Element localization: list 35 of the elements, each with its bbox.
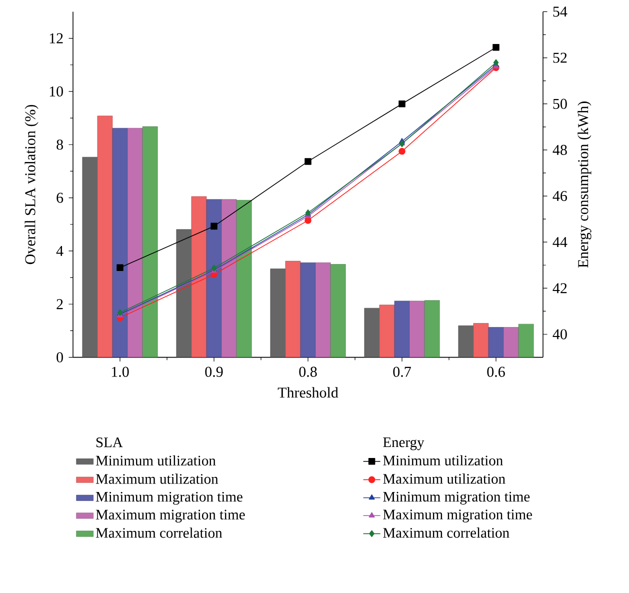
y-tick-label: 4 <box>56 246 64 256</box>
legend-label: Maximum utilization <box>96 474 218 484</box>
y-tick-label: 12 <box>50 33 63 44</box>
legend-label: Maximum utilization <box>383 474 506 484</box>
x-tick-label: 0.6 <box>487 366 505 377</box>
y2-tick-label: 46 <box>552 190 567 202</box>
y-tick-label: 0 <box>56 352 63 362</box>
text: SLA <box>96 438 123 448</box>
y2-tick-label: 42 <box>552 283 567 294</box>
x-tick-label: 1.0 <box>112 366 129 377</box>
x-axis-title: Threshold <box>278 387 338 398</box>
y-tick-label: 8 <box>56 140 63 150</box>
x-tick-label: 0.9 <box>205 366 223 377</box>
legend-label: Minimum migration time <box>383 492 530 505</box>
legend-label: Maximum correlation <box>383 528 510 538</box>
y2-tick-label: 48 <box>552 144 567 155</box>
y2-tick-label: 50 <box>553 98 567 109</box>
y2-tick-label: 52 <box>553 52 567 63</box>
y2-axis-title: Energy consumption (kWh) <box>578 102 592 268</box>
x-tick-label: 0.7 <box>393 366 411 377</box>
legend-label: Maximum migration time <box>383 510 532 522</box>
legend-label: Maximum migration time <box>96 510 245 523</box>
y-tick-label: 2 <box>56 299 63 310</box>
text: Energy <box>383 438 424 450</box>
y2-tick-label: 44 <box>552 237 568 248</box>
y2-tick-label: 40 <box>552 329 567 340</box>
y-tick-label: 6 <box>56 192 64 203</box>
legend-label: Minimum migration time <box>96 492 242 505</box>
y2-tick-label: 54 <box>553 6 568 17</box>
y-tick-label: 10 <box>50 86 63 97</box>
x-tick-label: 0.8 <box>299 366 317 377</box>
y-axis-title: Overall SLA violation (%) <box>24 104 38 264</box>
legend-label: Minimum utilization <box>96 455 216 466</box>
legend-label: Maximum correlation <box>96 528 222 538</box>
legend-label: Minimum utilization <box>383 455 503 466</box>
